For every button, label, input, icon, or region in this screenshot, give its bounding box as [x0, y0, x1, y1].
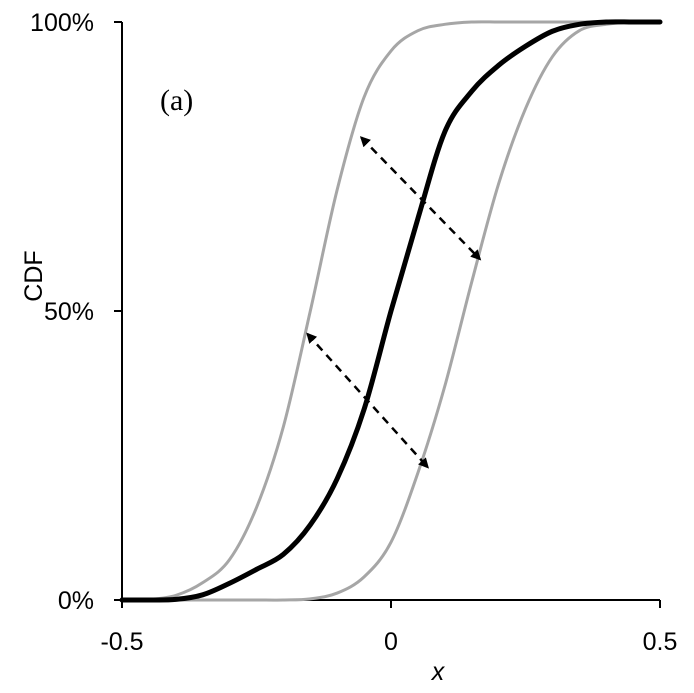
main-cdf-curve	[119, 19, 663, 603]
bound-cdf-curve	[120, 20, 662, 602]
curves-layer	[119, 19, 663, 603]
x-axis-title: x	[431, 658, 446, 686]
annotation-label: (a)	[160, 84, 193, 117]
y-tick-label: 50%	[44, 298, 94, 326]
y-tick-label: 100%	[30, 9, 94, 37]
y-tick-label: 0%	[58, 587, 94, 615]
arrows-layer	[306, 136, 482, 469]
double-arrow	[359, 136, 482, 261]
double-arrow	[306, 332, 429, 469]
x-tick-label: 0	[384, 628, 398, 656]
ticks-layer: 0% 50% 100% -0.5 0 0.5	[30, 9, 677, 656]
x-tick-label: -0.5	[100, 628, 143, 656]
y-axis-title: CDF	[20, 250, 48, 301]
x-tick-label: 0.5	[643, 628, 678, 656]
bound-cdf-curve	[120, 20, 662, 602]
